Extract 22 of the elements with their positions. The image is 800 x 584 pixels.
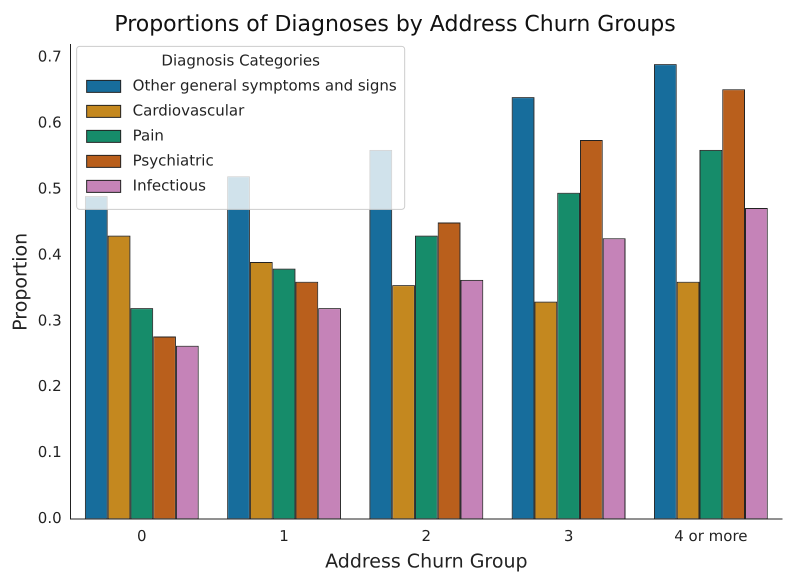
legend-label: Pain — [132, 126, 164, 144]
x-tick-label: 3 — [564, 527, 574, 546]
y-tick-label: 0.1 — [38, 443, 62, 462]
legend-label: Psychiatric — [132, 151, 214, 170]
y-tick-label: 0.2 — [38, 377, 62, 396]
y-tick-label: 0.0 — [38, 509, 62, 528]
y-tick-label: 0.7 — [38, 47, 62, 66]
legend-label: Other general symptoms and signs — [132, 76, 397, 94]
x-axis-title: Address Churn Group — [325, 550, 528, 573]
y-tick-label: 0.3 — [38, 311, 62, 330]
y-axis-title: Proportion — [9, 232, 32, 331]
y-tick-label: 0.6 — [38, 113, 62, 132]
x-tick-label: 2 — [422, 527, 432, 546]
legend-title: Diagnosis Categories — [161, 51, 320, 70]
x-tick-label: 4 or more — [674, 527, 748, 546]
x-tick-label: 0 — [137, 527, 147, 546]
chart-title: Proportions of Diagnoses by Address Churn Groups — [114, 12, 676, 37]
x-tick-label: 1 — [279, 527, 289, 546]
legend-label: Infectious — [132, 176, 206, 194]
y-tick-label: 0.4 — [38, 245, 62, 264]
y-tick-label: 0.5 — [38, 179, 62, 198]
legend-label: Cardiovascular — [132, 101, 246, 120]
